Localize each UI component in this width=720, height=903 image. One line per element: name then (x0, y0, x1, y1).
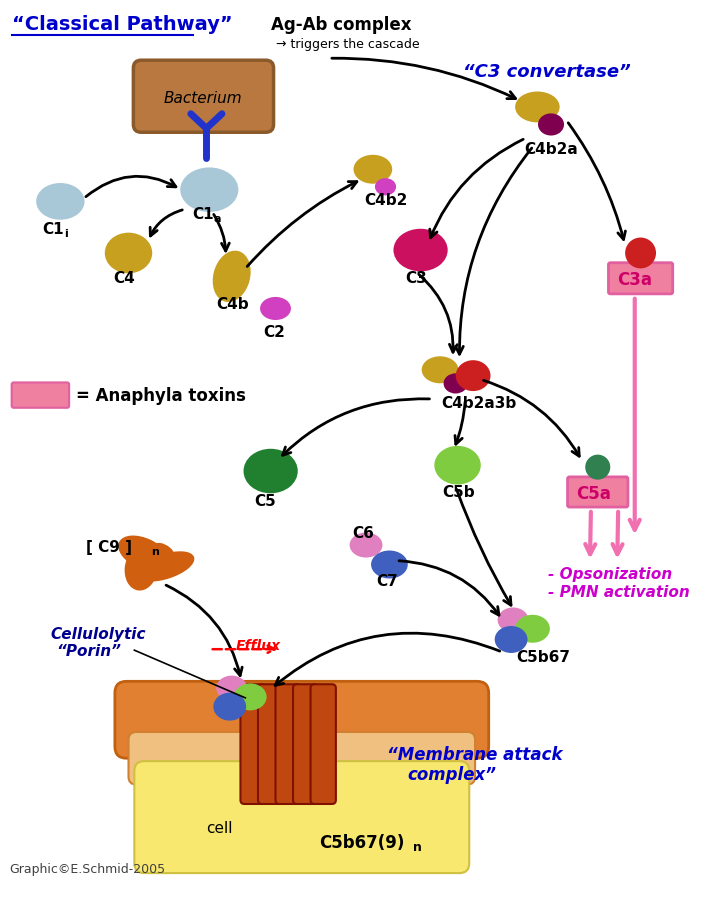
Text: C4b: C4b (216, 297, 248, 312)
Ellipse shape (217, 676, 246, 700)
FancyBboxPatch shape (133, 61, 274, 133)
Ellipse shape (456, 361, 490, 391)
Ellipse shape (586, 456, 609, 479)
Ellipse shape (498, 609, 528, 632)
Text: a: a (213, 214, 221, 224)
Ellipse shape (119, 536, 169, 572)
FancyBboxPatch shape (310, 684, 336, 804)
Text: C4b2: C4b2 (364, 193, 408, 208)
Text: n: n (151, 546, 159, 556)
Text: “Classical Pathway”: “Classical Pathway” (12, 15, 233, 34)
Text: i: i (64, 229, 68, 239)
Ellipse shape (125, 547, 157, 590)
Text: C5a: C5a (576, 485, 611, 503)
Ellipse shape (423, 358, 457, 383)
Ellipse shape (235, 684, 266, 710)
FancyBboxPatch shape (276, 684, 301, 804)
Text: C5b67: C5b67 (516, 649, 570, 664)
Ellipse shape (626, 239, 655, 268)
FancyBboxPatch shape (258, 684, 283, 804)
Ellipse shape (539, 115, 563, 135)
Text: n: n (413, 840, 422, 852)
Ellipse shape (181, 169, 238, 212)
Text: [ C9 ]: [ C9 ] (86, 539, 132, 554)
Ellipse shape (495, 627, 526, 652)
Text: C3a: C3a (617, 271, 652, 289)
Text: C2: C2 (263, 324, 284, 340)
Ellipse shape (351, 534, 382, 557)
FancyBboxPatch shape (115, 682, 489, 759)
Text: Cellulolytic: Cellulolytic (50, 626, 146, 641)
FancyBboxPatch shape (135, 761, 469, 873)
Text: C5: C5 (254, 494, 276, 508)
Text: “C3 convertase”: “C3 convertase” (464, 62, 631, 80)
Text: Ag-Ab complex: Ag-Ab complex (271, 16, 411, 34)
Ellipse shape (214, 252, 250, 302)
FancyBboxPatch shape (128, 732, 475, 785)
Text: cell: cell (207, 820, 233, 835)
FancyBboxPatch shape (293, 684, 318, 804)
Ellipse shape (372, 552, 407, 578)
Text: C5b: C5b (442, 485, 474, 499)
Text: C6: C6 (352, 526, 374, 541)
Text: Graphic©E.Schmid-2005: Graphic©E.Schmid-2005 (10, 862, 166, 875)
Ellipse shape (354, 156, 392, 183)
FancyBboxPatch shape (608, 264, 672, 294)
Text: Bacterium: Bacterium (163, 91, 242, 106)
Ellipse shape (261, 298, 290, 320)
FancyBboxPatch shape (567, 478, 628, 507)
Ellipse shape (444, 375, 467, 393)
Text: C1: C1 (192, 207, 213, 221)
Text: C1: C1 (42, 222, 63, 237)
FancyBboxPatch shape (240, 684, 266, 804)
Ellipse shape (37, 184, 84, 219)
Ellipse shape (395, 230, 447, 271)
Ellipse shape (516, 93, 559, 123)
Text: → triggers the cascade: → triggers the cascade (276, 38, 420, 51)
Ellipse shape (376, 180, 395, 195)
Text: C5b67(9): C5b67(9) (319, 833, 405, 851)
Ellipse shape (435, 447, 480, 484)
Text: “Membrane attack: “Membrane attack (387, 745, 563, 763)
Ellipse shape (516, 616, 549, 642)
Text: C4: C4 (113, 271, 135, 286)
Ellipse shape (214, 694, 246, 720)
Text: Efflux: Efflux (235, 638, 281, 653)
Ellipse shape (152, 545, 176, 566)
Ellipse shape (106, 234, 151, 273)
FancyBboxPatch shape (12, 383, 69, 408)
Text: “Porin”: “Porin” (56, 643, 122, 658)
Ellipse shape (138, 553, 194, 582)
Text: - PMN activation: - PMN activation (548, 584, 690, 599)
Ellipse shape (244, 450, 297, 493)
Text: - Opsonization: - Opsonization (548, 566, 672, 582)
Text: C7: C7 (376, 573, 397, 588)
Text: C4b2a3b: C4b2a3b (441, 396, 516, 410)
Text: C3: C3 (405, 271, 427, 286)
Text: C4b2a: C4b2a (523, 142, 577, 156)
Text: complex”: complex” (407, 765, 496, 783)
Text: = Anaphyla toxins: = Anaphyla toxins (76, 386, 246, 405)
